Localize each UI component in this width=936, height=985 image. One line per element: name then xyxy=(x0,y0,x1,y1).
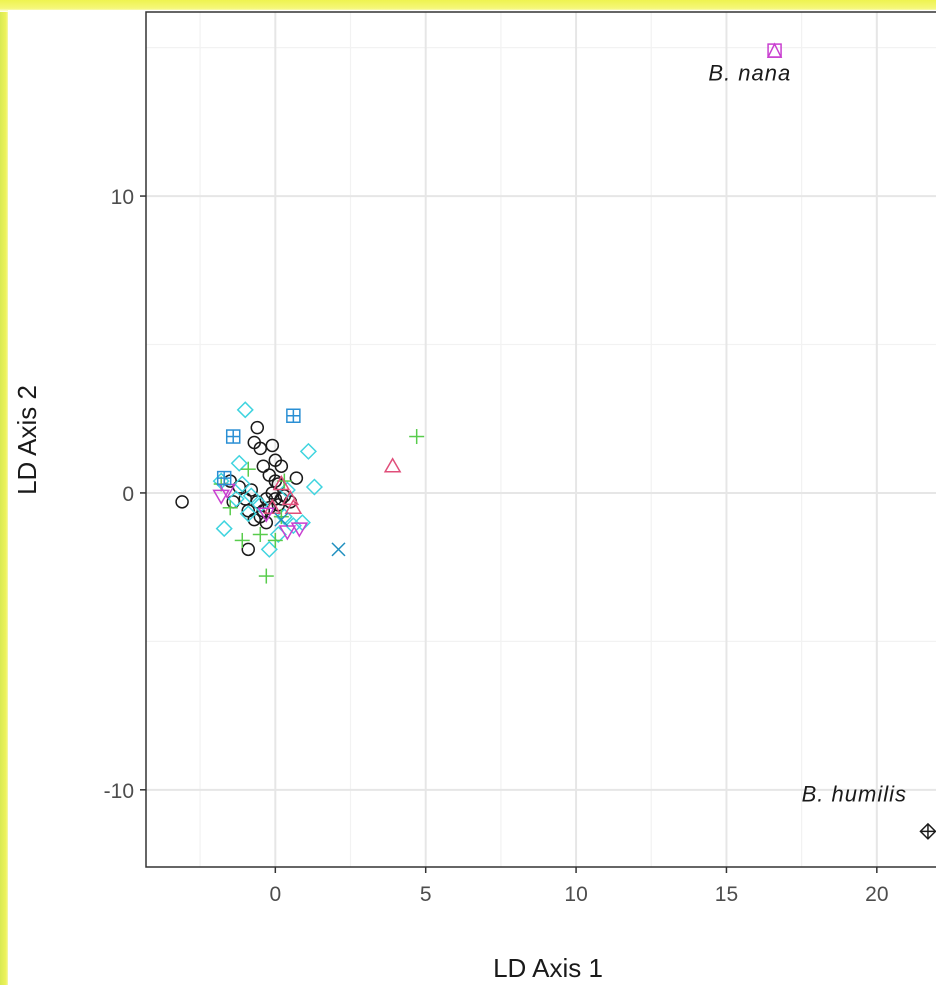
data-point-plus xyxy=(222,500,238,516)
y-tick-label: 0 xyxy=(122,483,134,506)
data-point-diamond-plus xyxy=(919,822,936,840)
data-point-diamond xyxy=(215,520,233,538)
data-point-cross xyxy=(331,542,346,557)
data-point-diamond xyxy=(242,487,260,505)
data-point-triangle-down xyxy=(290,522,309,538)
x-tick-label: 10 xyxy=(564,883,587,906)
data-point-diamond xyxy=(275,508,293,526)
axis-ticks: 0 5 10 15 20 10 0 -10 xyxy=(104,186,889,906)
top-border xyxy=(0,0,936,12)
data-point-triangle xyxy=(383,457,402,473)
data-point-circle xyxy=(175,495,189,509)
data-point-diamond xyxy=(239,505,257,523)
data-point-diamond xyxy=(230,454,248,472)
data-point-plus xyxy=(267,532,283,548)
data-point-plus xyxy=(240,461,256,477)
x-tick-label: 20 xyxy=(865,883,888,906)
data-point-circle xyxy=(241,542,256,557)
data-point-circle xyxy=(274,459,289,473)
data-point-triangle xyxy=(284,498,303,515)
data-point-circle xyxy=(274,492,289,506)
data-point-diamond xyxy=(260,540,278,558)
data-point-diamond xyxy=(236,401,254,419)
data-point-diamond xyxy=(305,478,323,496)
data-points xyxy=(175,42,936,840)
figure-background xyxy=(8,10,936,985)
data-point-plus xyxy=(409,429,425,445)
data-point-plus xyxy=(234,532,250,548)
data-point-diamond xyxy=(227,490,245,508)
y-tick-label: 10 xyxy=(111,186,134,209)
data-point-plus xyxy=(252,527,268,542)
data-point-triangle xyxy=(263,498,282,515)
data-point-plus xyxy=(273,509,289,525)
annotation-label-0: B. nana xyxy=(708,60,791,85)
data-point-cross xyxy=(274,512,289,527)
data-point-circle xyxy=(256,459,271,473)
data-point-circle xyxy=(250,420,265,435)
annotation-label-1: B. humilis xyxy=(802,782,907,807)
data-point-triangle-down xyxy=(257,507,276,523)
plot-panel-border xyxy=(145,11,936,868)
data-point-diamond xyxy=(233,475,251,493)
data-point-diamond xyxy=(251,496,269,514)
data-point-circle xyxy=(289,471,304,485)
data-point-triangle xyxy=(281,489,300,506)
data-point-plus xyxy=(258,568,274,584)
data-point-square-plus xyxy=(286,408,301,423)
data-point-square-plus xyxy=(216,470,232,486)
data-point-diamond xyxy=(299,442,317,460)
y-tick-label: -10 xyxy=(104,780,134,803)
data-point-square-triangle xyxy=(766,42,783,58)
annotations: B. nana B. humilis xyxy=(708,60,907,807)
data-point-triangle-down xyxy=(212,489,230,505)
data-point-circle xyxy=(265,438,280,453)
x-tick-label: 0 xyxy=(269,883,281,906)
data-point-triangle xyxy=(272,475,291,491)
data-point-square-plus xyxy=(225,429,241,444)
x-axis-title: LD Axis 1 xyxy=(493,953,603,983)
y-axis-title: LD Axis 2 xyxy=(12,385,42,495)
x-tick-label: 5 xyxy=(420,883,432,906)
grid-lines xyxy=(146,12,936,867)
x-tick-label: 15 xyxy=(715,883,738,906)
